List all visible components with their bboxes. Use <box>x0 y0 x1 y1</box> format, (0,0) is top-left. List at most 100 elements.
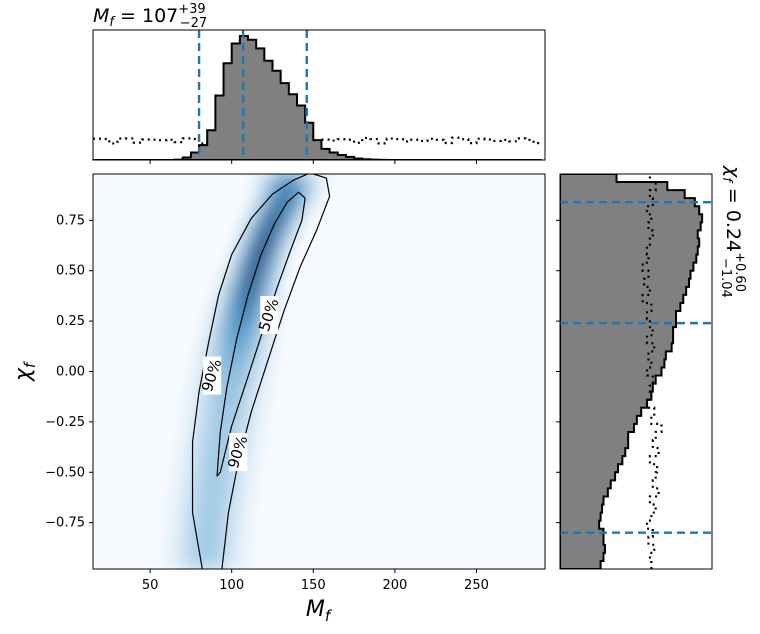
density-cell <box>290 214 302 223</box>
density-cell <box>304 190 318 199</box>
density-cell <box>282 174 296 183</box>
density-cell <box>189 383 206 393</box>
density-cell <box>262 206 274 215</box>
density-cell <box>219 327 234 336</box>
contour-50 <box>216 191 306 477</box>
density-cell <box>259 335 274 344</box>
x-tick-label: 200 <box>382 578 407 593</box>
density-cell <box>269 182 283 191</box>
top-title-lower-error: −27 <box>180 16 207 31</box>
density-cell <box>200 407 218 417</box>
y-tick-label: 0.50 <box>56 264 85 279</box>
density-cell <box>197 351 213 360</box>
density-cell <box>184 520 202 530</box>
density-cell <box>237 383 254 393</box>
density-cell <box>200 520 218 530</box>
density-cell <box>245 335 260 344</box>
density-cell <box>186 399 203 409</box>
contour-label-mask <box>260 296 279 335</box>
top-title-value: = 107 <box>114 5 178 27</box>
density-cell <box>227 270 239 280</box>
density-cell <box>257 351 273 360</box>
density-cell <box>165 552 183 562</box>
density-cell <box>183 415 201 425</box>
density-cell <box>182 544 200 554</box>
density-cell <box>225 359 242 368</box>
density-cell <box>217 294 230 304</box>
density-cell <box>286 222 298 231</box>
density-cell <box>229 294 242 304</box>
density-cell <box>216 520 234 530</box>
density-cell <box>191 375 208 385</box>
density-cell <box>220 488 238 497</box>
right-posterior-histogram <box>560 174 704 569</box>
y-tick-label: 0.75 <box>56 213 85 228</box>
density-cell <box>221 480 239 489</box>
density-cell <box>177 448 195 457</box>
density-cell <box>233 520 251 530</box>
density-cell <box>183 536 200 546</box>
density-cell <box>250 206 263 215</box>
density-cell <box>295 206 307 215</box>
density-cell <box>181 423 199 433</box>
density-cell <box>254 367 271 377</box>
density-cell <box>217 512 235 522</box>
density-cell <box>218 504 236 514</box>
density-cell <box>282 182 296 191</box>
top-title-subscript: f <box>109 15 116 30</box>
top-ticks <box>149 160 477 164</box>
top-panel-frame <box>93 30 545 160</box>
density-cell <box>262 230 274 239</box>
x-label-base: M <box>306 597 325 622</box>
density-cell <box>272 230 284 239</box>
density-cell <box>235 504 252 514</box>
density-cell <box>207 464 225 473</box>
density-cell <box>232 528 250 538</box>
density-cell <box>245 278 257 288</box>
density-cell <box>232 327 247 336</box>
density-cell <box>219 496 237 506</box>
density-cell <box>166 544 184 554</box>
density-cell <box>295 182 309 191</box>
density-cell <box>198 552 216 562</box>
density-cell <box>246 423 264 433</box>
density-cell <box>167 528 185 538</box>
right-histogram <box>560 174 704 569</box>
density-cell <box>231 544 249 554</box>
density-cell <box>239 238 251 248</box>
density-cell <box>215 536 233 546</box>
density-cell <box>205 480 223 489</box>
density-cell <box>241 456 259 465</box>
density-cell <box>292 190 306 199</box>
density-cell <box>203 496 221 506</box>
contour-90 <box>191 174 331 569</box>
density-cell <box>232 286 244 296</box>
density-cell <box>230 262 242 272</box>
density-cell <box>256 278 268 288</box>
density-cell <box>263 254 274 264</box>
density-cell <box>269 214 281 223</box>
density-cell <box>258 270 270 280</box>
density-cell <box>248 415 265 425</box>
density-cell <box>295 174 310 183</box>
density-cell <box>250 262 262 272</box>
density-cell <box>282 230 294 239</box>
density-cell <box>221 286 233 296</box>
density-cell <box>253 254 264 264</box>
y-tick-label: −0.75 <box>45 516 85 531</box>
density-cell <box>258 343 274 352</box>
x-axis-label: Mf <box>306 597 333 625</box>
density-cell <box>260 262 272 272</box>
density-cell <box>239 367 256 377</box>
density-cell <box>219 391 237 401</box>
density-cell <box>269 174 283 183</box>
density-cell <box>215 415 233 425</box>
density-cell <box>249 407 267 417</box>
density-cell <box>250 399 268 409</box>
contours <box>191 174 331 569</box>
density-cell <box>230 552 248 562</box>
x-tick-label: 150 <box>301 578 326 593</box>
density-cell <box>234 399 252 409</box>
density-cell <box>195 440 213 449</box>
density-cell <box>248 270 259 280</box>
